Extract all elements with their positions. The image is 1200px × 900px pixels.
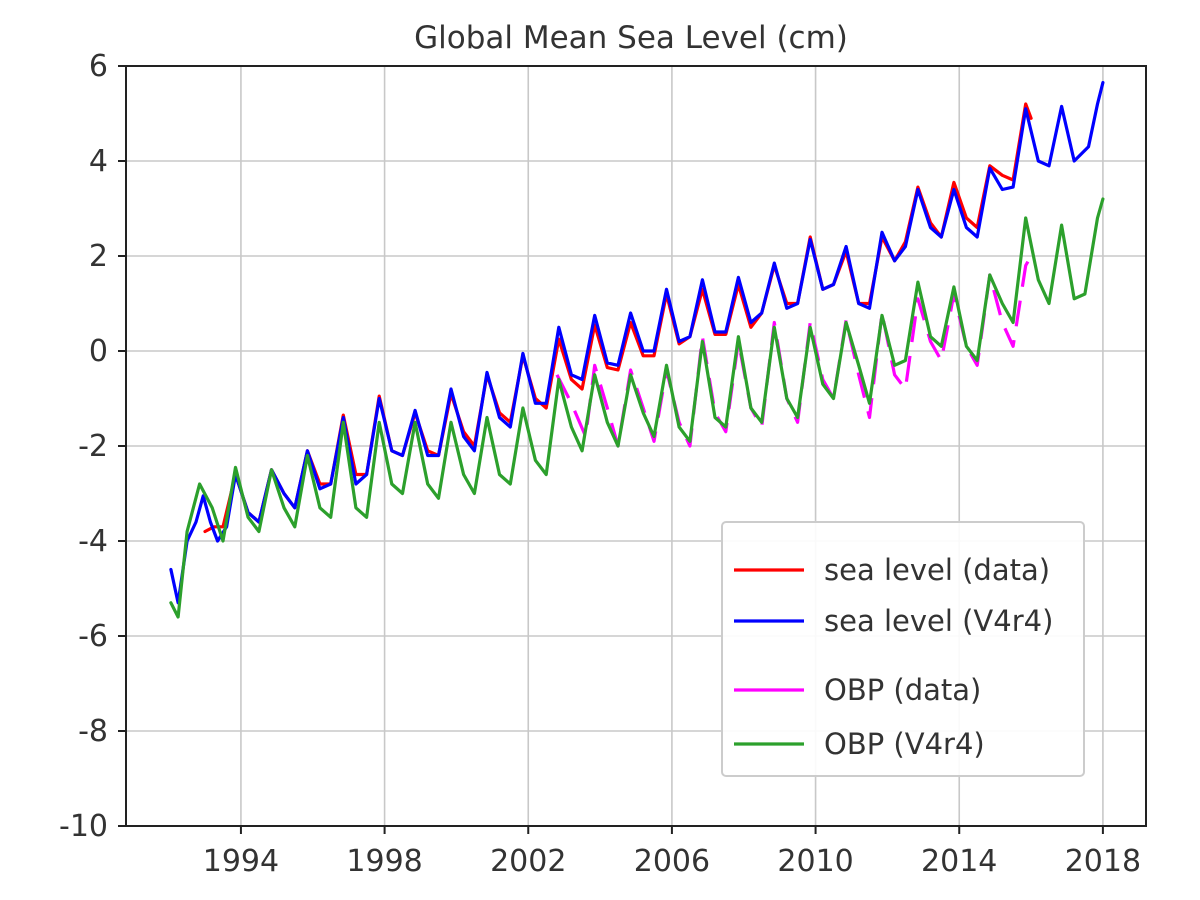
series-line-0 xyxy=(203,102,1033,534)
legend: sea level (data) sea level (V4r4) OBP (dat… xyxy=(721,521,1085,777)
series-line-1 xyxy=(169,81,1105,605)
y-tick-label: 4 xyxy=(89,144,108,179)
x-tick-label: 2018 xyxy=(1065,844,1141,879)
chart-title: Global Mean Sea Level (cm) xyxy=(414,20,848,56)
x-tick-label: 2002 xyxy=(490,844,566,879)
y-tick-label: -6 xyxy=(78,619,108,654)
y-tick-label: -2 xyxy=(78,429,108,464)
legend-label: sea level (V4r4) xyxy=(824,604,1053,638)
series-line-3 xyxy=(169,197,1105,619)
x-tick-label: 2014 xyxy=(921,844,997,879)
legend-label: OBP (data) xyxy=(824,673,981,707)
x-tick-label: 2010 xyxy=(777,844,853,879)
legend-label: OBP (V4r4) xyxy=(824,727,985,761)
x-axis: 1994 1998 2002 2006 2010 2014 2018 xyxy=(203,826,1141,879)
x-tick-label: 2006 xyxy=(634,844,710,879)
legend-box xyxy=(721,521,1085,777)
grid-lines xyxy=(126,65,1146,827)
y-tick-label: 2 xyxy=(89,239,108,274)
y-tick-label: 0 xyxy=(89,334,108,369)
y-tick-label: -4 xyxy=(78,524,108,559)
x-tick-label: 1994 xyxy=(203,844,279,879)
y-tick-label: -8 xyxy=(78,714,108,749)
y-tick-label: -10 xyxy=(59,809,108,844)
y-axis: -10 -8 -6 -4 -2 0 2 4 6 xyxy=(59,49,126,844)
y-tick-label: 6 xyxy=(89,49,108,84)
legend-label: sea level (data) xyxy=(824,553,1050,587)
x-tick-label: 1998 xyxy=(346,844,422,879)
series-lines xyxy=(169,81,1105,619)
